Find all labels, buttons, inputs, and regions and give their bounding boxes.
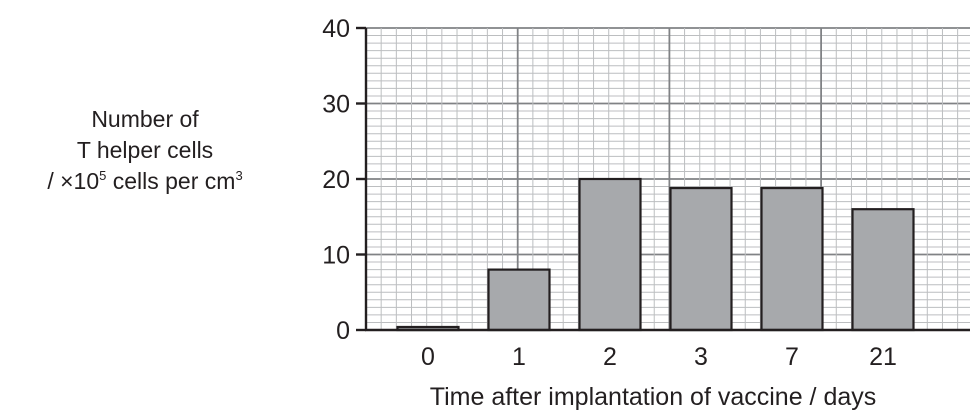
y-tick-label: 10: [322, 242, 350, 270]
bar-1: [487, 268, 551, 332]
y-axis-label-line-1: Number of: [91, 106, 199, 132]
x-tick-label: 1: [512, 343, 526, 371]
y-tick-label: 40: [322, 15, 350, 43]
x-tick-label: 0: [421, 343, 435, 371]
x-tick-label: 2: [603, 343, 617, 371]
y-ticks: 0 10 20 30 40: [322, 15, 366, 345]
y-tick-label: 0: [336, 317, 350, 345]
x-ticks: 0 1 2 3 7 21: [421, 343, 897, 371]
y-axis-unit-exponent: 5: [99, 168, 107, 183]
y-axis-unit-prefix: / ×10: [47, 168, 100, 194]
x-axis-label: Time after implantation of vaccine / day…: [430, 383, 877, 411]
bars: [396, 177, 915, 332]
x-tick-label: 7: [785, 343, 799, 371]
bar-2: [578, 177, 642, 332]
y-tick-label: 20: [322, 166, 350, 194]
y-axis-unit-text: cells per cm: [106, 168, 236, 194]
y-axis-unit-cubed: 3: [235, 168, 243, 183]
bar-21: [851, 208, 915, 332]
x-tick-label: 3: [694, 343, 708, 371]
y-axis-label: Number of T helper cells / ×105 cells pe…: [0, 104, 290, 197]
bar-3: [669, 186, 733, 332]
y-axis-label-line-2: T helper cells: [76, 137, 214, 163]
x-tick-label: 21: [869, 343, 897, 371]
bar-7: [760, 186, 824, 332]
y-axis-label-line-3: / ×105 cells per cm3: [0, 166, 290, 197]
y-tick-label: 30: [322, 91, 350, 119]
